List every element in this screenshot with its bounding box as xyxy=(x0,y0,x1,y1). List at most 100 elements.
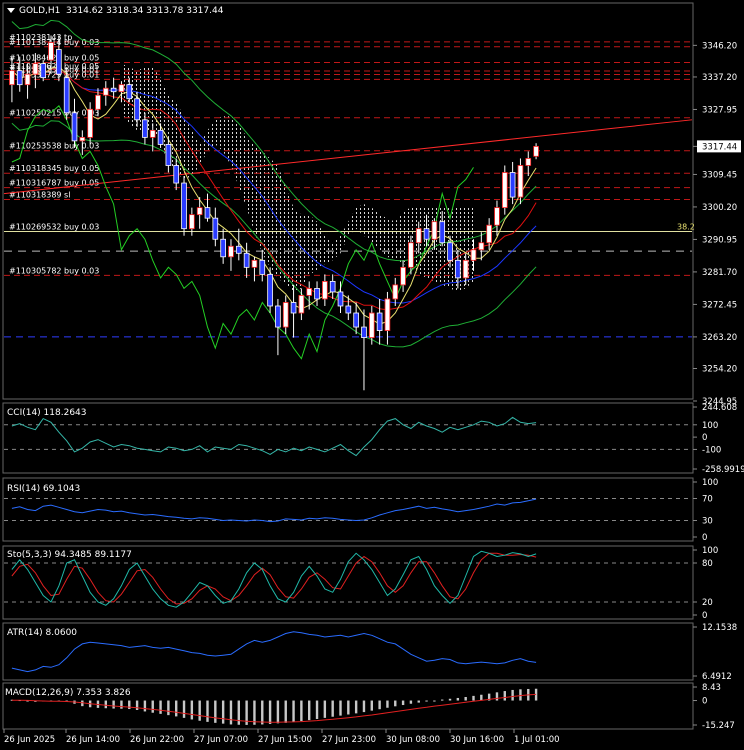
ohlc-values: 3314.62 3318.34 3313.78 3317.44 xyxy=(66,6,224,16)
panel-tick-label: 100 xyxy=(702,546,718,556)
candle-body xyxy=(267,273,273,307)
panel-frame xyxy=(2,622,694,681)
macd-histogram-bar xyxy=(292,700,295,723)
macd-histogram-bar xyxy=(151,700,154,713)
macd-histogram-bar xyxy=(511,689,514,701)
candle-body xyxy=(329,280,336,293)
candle-body xyxy=(384,298,391,331)
macd-histogram-bar xyxy=(378,700,381,710)
macd-histogram-bar xyxy=(143,700,147,712)
macd-histogram-bar xyxy=(229,700,233,725)
panel-frame xyxy=(2,682,694,730)
macd-histogram-bar xyxy=(237,700,240,725)
macd-histogram-bar xyxy=(261,700,264,725)
ma-fast-line xyxy=(11,65,537,325)
candle-body xyxy=(40,63,47,79)
candle-body xyxy=(173,165,180,184)
macd-histogram-bar xyxy=(214,700,217,723)
bollinger-upper xyxy=(11,19,537,262)
candle-body xyxy=(408,242,414,268)
dropdown-arrow-icon[interactable] xyxy=(7,8,15,13)
macd-histogram-bar xyxy=(190,700,194,720)
order-line-label: #110336729 buy 0.01 xyxy=(9,70,99,79)
macd-histogram-bar xyxy=(268,700,272,724)
macd-histogram-bar xyxy=(81,700,84,707)
panel-tick-label: 0 xyxy=(702,697,707,707)
macd-histogram-bar xyxy=(135,700,139,710)
price-tick-label: 3254.20 xyxy=(702,365,737,375)
macd-histogram-bar xyxy=(315,700,319,719)
main-panel: 3346.20 3337.20 3327.95 3309.45 3300.20 3290.… xyxy=(3,19,741,407)
candle-body xyxy=(423,228,430,240)
price-tick-label: 3309.45 xyxy=(702,170,737,180)
panel-tick-label: 100 xyxy=(702,421,718,431)
candle-body xyxy=(228,245,234,258)
candle-body xyxy=(251,259,258,268)
candle-body xyxy=(48,42,54,61)
price-tick-label: 3290.95 xyxy=(702,235,737,245)
current-price-label: 3317.44 xyxy=(702,142,737,152)
panel-frame xyxy=(2,477,694,542)
price-tick-label: 3300.20 xyxy=(702,203,737,213)
candle-body xyxy=(361,326,367,338)
macd-histogram-bar xyxy=(159,700,162,714)
candle-body xyxy=(181,182,187,230)
candle-body xyxy=(400,266,406,286)
candle-body xyxy=(102,87,109,96)
stoch-main-line xyxy=(11,550,537,608)
current-price-box xyxy=(697,140,741,153)
macd-histogram-bar xyxy=(487,693,491,701)
candle-body xyxy=(196,207,203,216)
price-tick-label: 3263.20 xyxy=(702,333,737,343)
cci-line xyxy=(11,416,537,457)
time-tick-label: 27 Jun 07:00 xyxy=(194,735,248,745)
candle-body xyxy=(243,252,250,268)
macd-histogram-bar xyxy=(276,700,280,724)
candle-body xyxy=(212,217,219,240)
macd-signal-line xyxy=(11,693,537,723)
candle-body xyxy=(220,238,226,258)
macd-histogram-bar xyxy=(206,700,209,722)
trend-line xyxy=(3,119,693,195)
panel-frame xyxy=(2,545,694,620)
fib-level-label: 38.2 xyxy=(677,223,695,232)
candle-body xyxy=(24,73,31,86)
order-line-label: #110250215 buy 0.03 xyxy=(9,109,99,118)
candle-body xyxy=(415,228,422,244)
candle-body xyxy=(110,87,117,93)
candle-body xyxy=(306,288,313,296)
candle-body xyxy=(16,70,23,86)
stoch-signal-line xyxy=(11,552,537,605)
time-tick-label: 26 Jun 2025 xyxy=(4,735,55,745)
candle-body xyxy=(95,94,101,110)
order-line-label: #110316787 buy 0.05 xyxy=(9,179,99,188)
order-line-label: #110269532 buy 0.03 xyxy=(9,223,99,232)
macd-histogram-bar xyxy=(167,700,170,716)
panel-tick-label: 8.43 xyxy=(702,683,721,693)
sto-label: Sto(5,3,3) 94.3485 89.1177 xyxy=(7,550,132,560)
candle-body xyxy=(517,165,524,198)
price-tick-label: 3337.20 xyxy=(702,73,737,83)
candle-body xyxy=(149,129,156,138)
macd-histogram-bar xyxy=(448,698,452,701)
time-tick-label: 30 Jun 16:00 xyxy=(450,735,504,745)
panel-tick-label: 30 xyxy=(702,517,713,527)
macd-histogram-bar xyxy=(221,700,225,724)
candle-body xyxy=(376,312,383,331)
time-tick-label: 26 Jun 14:00 xyxy=(66,735,120,745)
main-panel-frame xyxy=(2,2,694,400)
candle-body xyxy=(322,280,328,300)
macd-histogram-bar xyxy=(519,689,522,701)
macd-histogram-bar xyxy=(347,700,350,715)
candle-body xyxy=(282,302,289,328)
macd-histogram-bar xyxy=(495,692,499,701)
candle-body xyxy=(462,259,469,279)
macd-histogram-bar xyxy=(104,700,107,709)
candle-body xyxy=(298,295,305,314)
macd-histogram-bar xyxy=(128,700,131,710)
panel-tick-label: 20 xyxy=(702,598,713,608)
candle-body xyxy=(63,77,70,114)
candle-body xyxy=(533,145,539,157)
